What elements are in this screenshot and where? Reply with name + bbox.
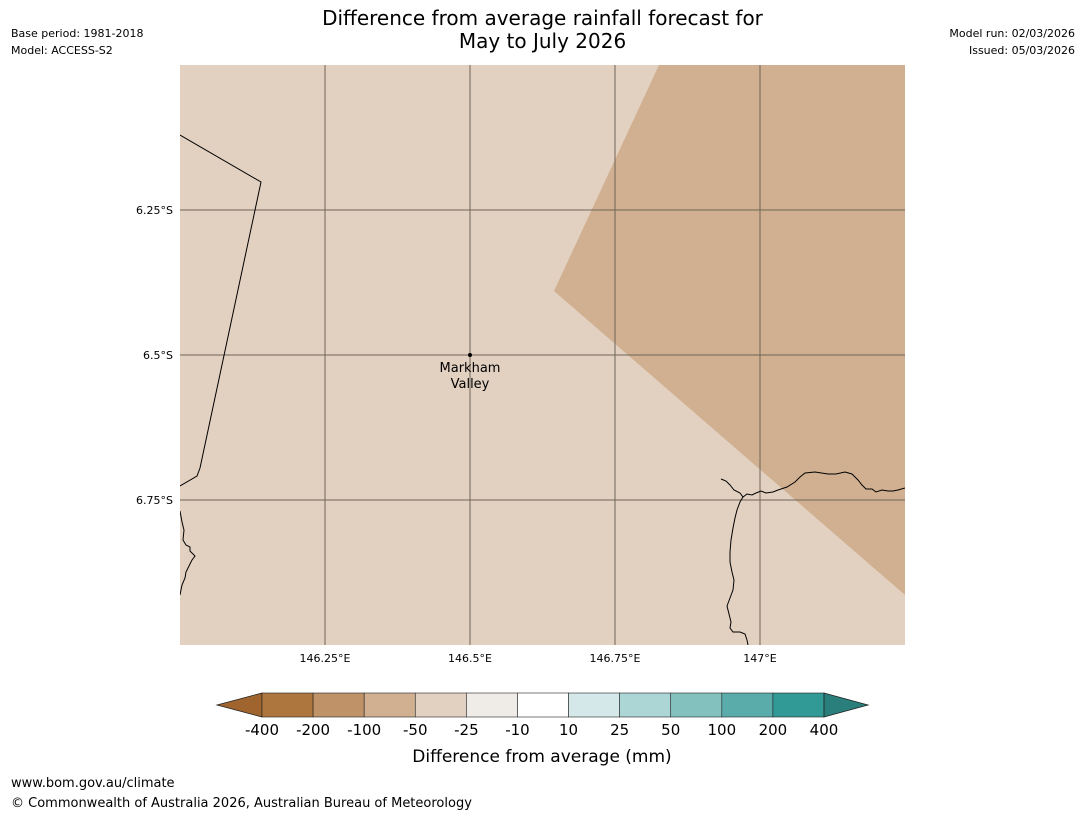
- colorbar-bin: [261, 692, 314, 718]
- colorbar-tick-label: 50: [661, 721, 680, 739]
- coastline-south: [726, 496, 749, 645]
- colorbar-tick-label: 200: [759, 721, 788, 739]
- colorbar-tick-label: -25: [454, 721, 479, 739]
- colorbar-tick-label: -400: [245, 721, 279, 739]
- model-text: Model: ACCESS-S2: [11, 44, 113, 57]
- lon-tick-label: 146.75°E: [590, 652, 641, 665]
- colorbar-tick-label: 25: [610, 721, 629, 739]
- border-line: [180, 134, 262, 487]
- map-title-line2: May to July 2026: [458, 29, 627, 53]
- map-title-line1: Difference from average rainfall forecas…: [322, 6, 763, 30]
- issued-text: Issued: 05/03/2026: [968, 44, 1075, 57]
- gridlines: [180, 65, 905, 645]
- coastline-west: [180, 510, 196, 596]
- colorbar-bin: [414, 692, 467, 718]
- footer: www.bom.gov.au/climate © Commonwealth of…: [11, 774, 472, 814]
- colorbar-bin: [670, 692, 723, 718]
- lat-tick-label: 6.25°S: [136, 204, 173, 217]
- place-marker: Markham Valley: [440, 353, 501, 392]
- rainfall-region-drier: [554, 65, 905, 595]
- colorbar-bin: [517, 692, 569, 718]
- longitude-tick-labels: 146.25°E 146.5°E 146.75°E 147°E: [300, 652, 777, 665]
- colorbar-bin: [568, 692, 620, 718]
- colorbar-tick-label: 10: [559, 721, 578, 739]
- place-dot: [468, 353, 472, 357]
- colorbar-extend-high: [823, 692, 870, 718]
- colorbar-extend-low: [215, 692, 263, 718]
- footer-copyright: © Commonwealth of Australia 2026, Austra…: [11, 796, 472, 811]
- lon-tick-label: 146.5°E: [448, 652, 492, 665]
- lat-tick-label: 6.75°S: [136, 494, 173, 507]
- model-run-text: Model run: 02/03/2026: [949, 27, 1075, 40]
- footer-url: www.bom.gov.au/climate: [11, 776, 175, 791]
- colorbar-tick-label: 400: [810, 721, 839, 739]
- lat-tick-label: 6.5°S: [143, 349, 173, 362]
- colorbar-tick-label: 100: [707, 721, 736, 739]
- colorbar-bin: [619, 692, 672, 718]
- lon-tick-label: 147°E: [743, 652, 776, 665]
- colorbar-legend: -400 -200 -100 -50 -25 -10 10 25 50 100 200 400: [215, 692, 870, 739]
- colorbar-bin: [312, 692, 365, 718]
- metadata-right: Model run: 02/03/2026 Issued: 05/03/2026: [949, 25, 1075, 59]
- colorbar-tick-label: -10: [505, 721, 530, 739]
- place-label-line2: Valley: [451, 377, 490, 392]
- metadata-left: Base period: 1981-2018 Model: ACCESS-S2: [11, 25, 143, 59]
- map-plot-area: [180, 65, 905, 645]
- colorbar-bin: [363, 692, 416, 718]
- latitude-tick-labels: 6.25°S 6.5°S 6.75°S: [136, 204, 173, 507]
- colorbar-bin: [721, 692, 774, 718]
- legend-title: Difference from average (mm): [412, 747, 671, 767]
- colorbar-bin: [466, 692, 518, 718]
- place-label-line1: Markham: [440, 361, 501, 376]
- colorbar-tick-label: -50: [403, 721, 428, 739]
- colorbar-tick-label: -200: [296, 721, 330, 739]
- coastline-huon-gulf: [720, 471, 905, 498]
- map-title: Difference from average rainfall forecas…: [0, 7, 1085, 53]
- colorbar-tick-label: -100: [347, 721, 381, 739]
- base-period-text: Base period: 1981-2018: [11, 27, 144, 40]
- colorbar-bin: [772, 692, 825, 718]
- lon-tick-label: 146.25°E: [300, 652, 351, 665]
